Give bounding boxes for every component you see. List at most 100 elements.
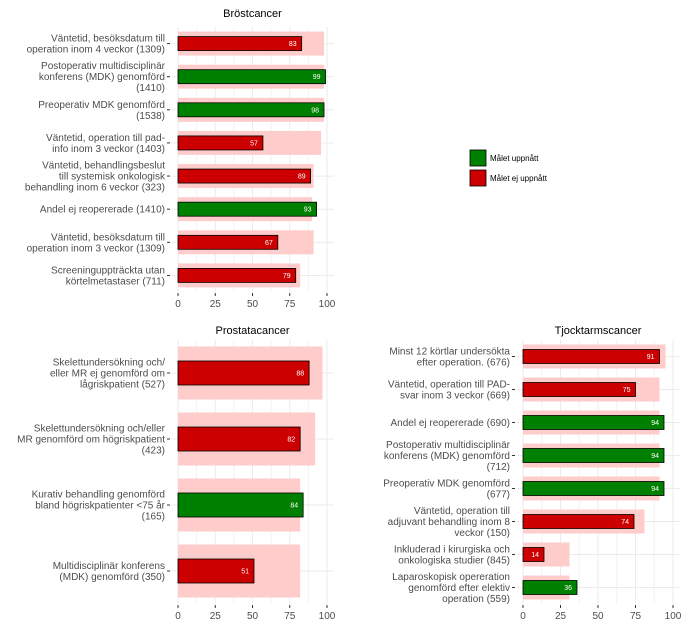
bar-group: 67 Väntetid, besöksdatum till operation in… — [27, 230, 334, 255]
value-label: 51 — [241, 569, 249, 576]
category-label-line: Väntetid, besöksdatum till — [51, 232, 165, 243]
bar-group: 75 Väntetid, operation till PAD-svar inom… — [388, 377, 680, 402]
category-label-line: Skelettundersökning och/ — [53, 358, 166, 369]
value-bar — [177, 135, 264, 151]
bar-group: 94 Postoperativ multidisciplinär konferens… — [384, 440, 680, 473]
value-bar — [177, 69, 326, 85]
value-label: 91 — [647, 354, 655, 361]
category-label-line: Preoperativ MDK genomförd — [38, 100, 165, 111]
category-label-line: (1538) — [136, 111, 165, 122]
category-label-line: konferens (MDK) genomförd — [384, 451, 510, 462]
category-label: Screeninguppträckta utan körtelmetastaser… — [51, 265, 165, 287]
category-label-line: eller MR ej genomförd om — [50, 369, 165, 380]
category-label: Väntetid, operation till pad-info inom 3… — [46, 133, 165, 155]
category-label: Väntetid, operation till adjuvant behandl… — [388, 506, 511, 539]
legend-swatch — [469, 169, 487, 187]
value-bar — [177, 558, 255, 584]
x-tick-label: 50 — [247, 611, 259, 622]
x-tick-label: 100 — [319, 299, 336, 310]
bar-group: 94 Andel ej reopererade (690) — [390, 410, 680, 435]
bar-group: 94 Preoperativ MDK genomförd (677) — [383, 476, 680, 501]
category-label-line: Skelettundersökning och/eller — [34, 424, 166, 435]
bar-group: 36 Laparoskopisk opereration genomförd eft… — [392, 572, 680, 605]
value-bar — [177, 426, 301, 452]
bar-group: 82 Skelettundersökning och/eller MR genomf… — [17, 412, 334, 466]
category-label: Preoperativ MDK genomförd (1538) — [38, 100, 165, 122]
category-label: Andel ej reopererade (1410) — [40, 205, 165, 216]
category-label-line: konferens (MDK) genomförd — [39, 72, 165, 83]
category-label: Väntetid, besöksdatum till operation inom… — [27, 34, 165, 56]
bar-group: 93 Andel ej reopererade (1410) — [40, 197, 334, 222]
category-label-line: Väntetid, operation till — [414, 506, 510, 517]
x-tick-label: 0 — [520, 611, 526, 622]
legend-swatch — [469, 149, 487, 167]
bar-group: 83 Väntetid, besöksdatum till operation in… — [27, 31, 334, 56]
x-tick-label: 25 — [555, 611, 567, 622]
category-label: Laparoskopisk opereration genomförd efter… — [392, 572, 510, 605]
category-label: Skelettundersökning och/eller MR ej geno… — [50, 358, 165, 391]
value-label: 94 — [651, 453, 659, 460]
value-label: 84 — [290, 503, 298, 510]
bar-group: 98 Preoperativ MDK genomförd (1538) — [38, 97, 334, 122]
x-tick-label: 25 — [210, 611, 222, 622]
category-label-line: (712) — [487, 462, 510, 473]
category-label: Väntetid, operation till PAD-svar inom 3… — [388, 380, 510, 402]
value-bar — [177, 268, 297, 283]
category-label-line: lågriskpatient (527) — [80, 379, 165, 391]
value-bar — [177, 360, 310, 386]
category-label-line: Multidisciplinär konferens — [53, 561, 165, 572]
value-label: 94 — [651, 420, 659, 427]
category-label-line: genomförd efter elektiv — [408, 583, 510, 594]
value-label: 94 — [651, 486, 659, 493]
x-axis: 0 25 50 75 100 — [520, 605, 682, 622]
category-label: Postoperativ multidisciplinär konferens (… — [384, 440, 511, 473]
value-label: 88 — [296, 371, 304, 378]
value-label: 79 — [283, 273, 291, 280]
legend-label: Målet uppnått — [490, 154, 539, 163]
value-bar — [177, 36, 303, 51]
panel-2: Tjocktarmscancer 91 Minst 12 körtlar under… — [383, 325, 682, 622]
x-axis: 0 25 50 75 100 — [175, 293, 336, 310]
category-label-line: adjuvant behandling inom 8 — [388, 517, 511, 528]
bar-group: 91 Minst 12 körtlar undersökta efter opera… — [389, 344, 680, 369]
x-tick-label: 100 — [665, 611, 682, 622]
value-bar — [522, 415, 665, 430]
value-label: 74 — [621, 519, 629, 526]
value-bar — [522, 382, 636, 397]
value-bar — [522, 547, 545, 562]
x-tick-label: 75 — [284, 299, 296, 310]
value-label: 57 — [250, 140, 258, 147]
bar-group: 89 Väntetid, behandlingsbeslut till system… — [25, 161, 334, 194]
panel-title: Tjocktarmscancer — [555, 325, 642, 337]
value-label: 99 — [313, 74, 321, 81]
category-label: Väntetid, behandlingsbeslut till systemis… — [25, 161, 166, 194]
category-label-line: operation inom 3 veckor (1309) — [27, 243, 165, 254]
category-label-line: Andel ej reopererade (690) — [390, 418, 510, 429]
bar-group: 88 Skelettundersökning och/eller MR ej ge… — [50, 346, 334, 400]
category-label: Kurativ behandling genomförd bland högris… — [32, 490, 166, 523]
category-label-line: Minst 12 körtlar undersökta — [389, 347, 510, 358]
x-tick-label: 100 — [319, 611, 336, 622]
value-bar — [177, 492, 304, 518]
panel-title: Prostatacancer — [216, 325, 290, 337]
x-tick-label: 0 — [175, 611, 181, 622]
category-label-line: körtelmetastaser (711) — [66, 276, 165, 287]
category-label-line: Väntetid, operation till pad- — [46, 133, 165, 144]
value-label: 83 — [289, 41, 297, 48]
bar-group: 99 Postoperativ multidisciplinär konferens… — [39, 61, 334, 94]
category-label-line: (677) — [487, 490, 510, 501]
category-label-line: veckor (150) — [454, 528, 510, 539]
category-label: Preoperativ MDK genomförd (677) — [383, 479, 510, 501]
category-label-line: (165) — [142, 512, 165, 523]
category-label-line: efter operation. (676) — [417, 358, 510, 369]
value-bar — [177, 168, 312, 184]
value-label: 82 — [287, 437, 295, 444]
x-tick-label: 75 — [630, 611, 642, 622]
x-tick-label: 0 — [175, 299, 181, 310]
x-axis: 0 25 50 75 100 — [175, 605, 336, 622]
category-label-line: Väntetid, behandlingsbeslut — [42, 161, 165, 172]
category-label: Postoperativ multidisciplinär konferens (… — [39, 61, 166, 94]
value-label: 14 — [531, 552, 539, 559]
